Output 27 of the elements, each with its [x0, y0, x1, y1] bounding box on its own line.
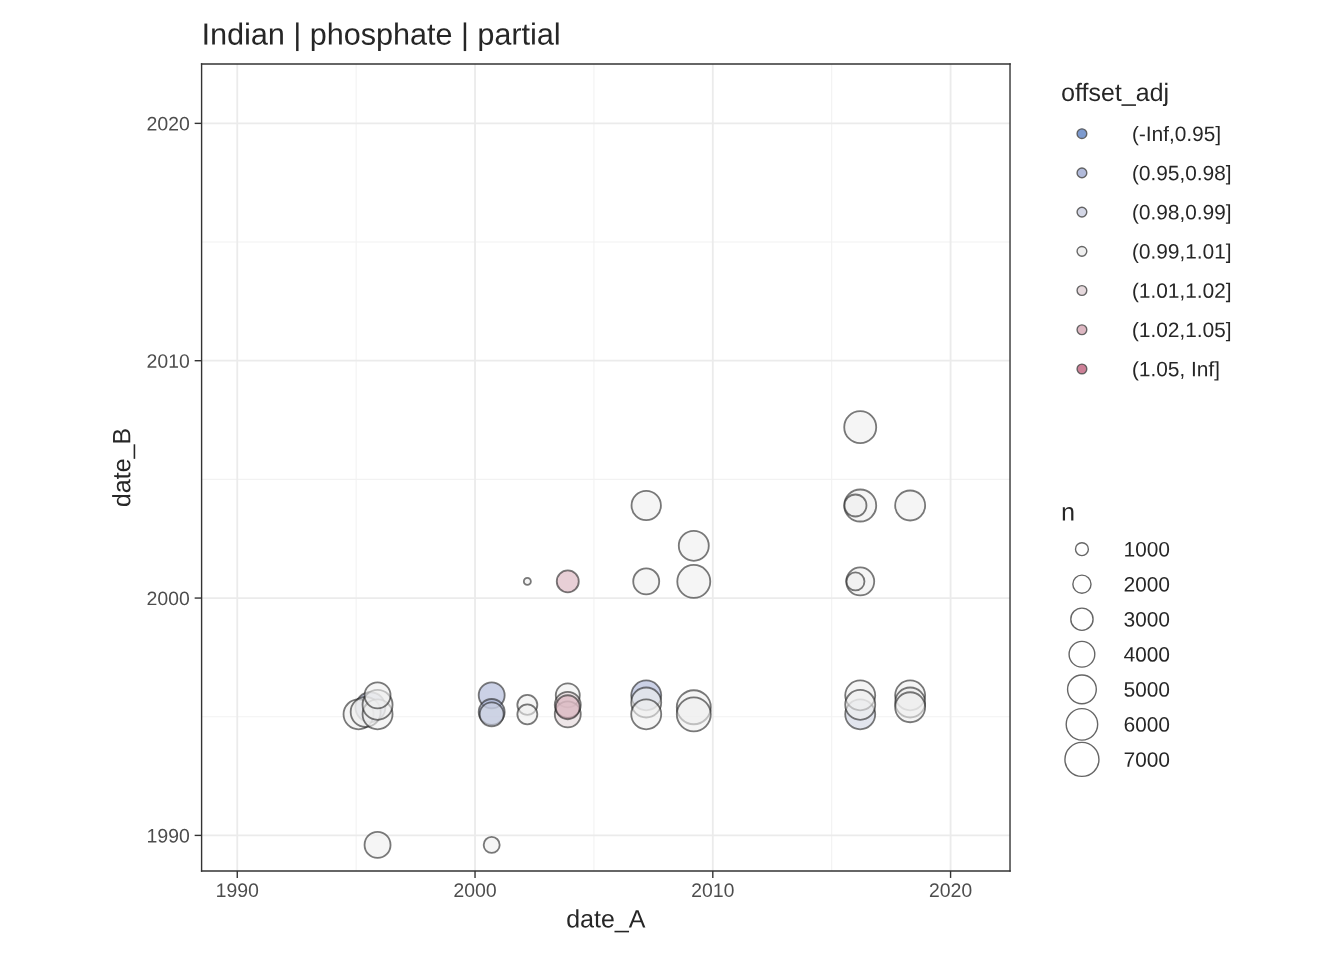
y-axis-title: date_B [112, 429, 136, 507]
legend-label: (1.02,1.05] [1133, 321, 1231, 342]
y-tick-label: 1990 [148, 828, 190, 843]
x-tick-label: 2020 [929, 883, 972, 898]
legend-label: (1.05, Inf] [1133, 361, 1219, 381]
y-tick-label: 2000 [147, 591, 190, 606]
legend-label: 7000 [1124, 752, 1170, 767]
legend-label: 5000 [1124, 682, 1170, 697]
x-axis-title: date_A [567, 909, 646, 933]
chart-title: Indian | phosphate | partial [204, 22, 559, 52]
y-tick-label: 2010 [147, 354, 190, 368]
legend-label: (1.01,1.02] [1133, 282, 1231, 303]
legend-label: (0.99,1.01] [1133, 243, 1231, 263]
legend-label: 4000 [1124, 647, 1170, 662]
x-tick-label: 1990 [217, 883, 259, 898]
legend-label: (0.95,0.98] [1133, 165, 1231, 185]
legend-label: 1000 [1125, 541, 1170, 557]
legend-label: 6000 [1124, 717, 1170, 732]
legend-label: (0.98,0.99] [1133, 204, 1231, 224]
text: n [1062, 507, 1074, 521]
x-tick-label: 2000 [454, 883, 496, 898]
legend-label: (-Inf,0.95] [1133, 125, 1220, 146]
text: offset_adj [1062, 82, 1168, 107]
legend-label: 3000 [1124, 611, 1170, 627]
y-tick-label: 2020 [147, 116, 190, 131]
x-tick-label: 2010 [692, 883, 734, 898]
legend-label: 2000 [1124, 576, 1170, 592]
